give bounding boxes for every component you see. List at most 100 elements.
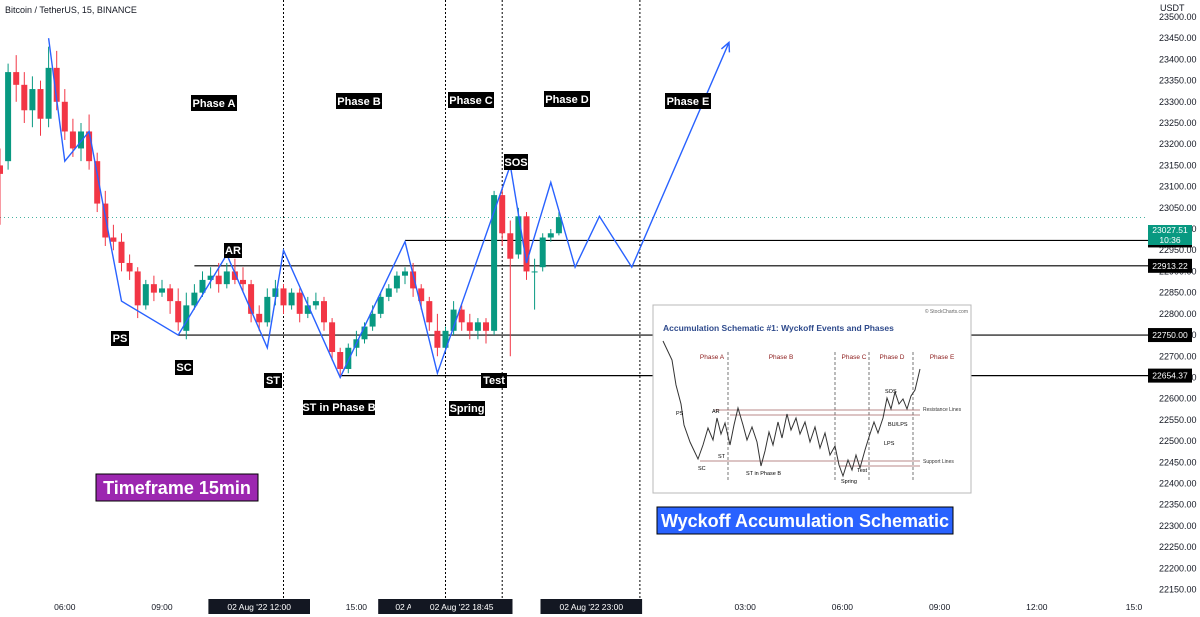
candle-body xyxy=(515,216,522,255)
candle-body xyxy=(345,347,352,369)
st-tag: ST xyxy=(264,373,282,388)
candle-body xyxy=(78,131,84,149)
phase-a-label: Phase A xyxy=(192,98,235,110)
candle-body xyxy=(207,275,214,280)
phase-c-tag: Phase C xyxy=(448,92,494,108)
candle-body xyxy=(37,89,44,119)
candle-body xyxy=(288,292,295,306)
inset-resistance-label: Resistance Lines xyxy=(923,407,962,413)
candle-body xyxy=(86,131,93,162)
inset-phase-a: Phase A xyxy=(700,354,725,361)
time-tick-label: 12:00 xyxy=(1026,602,1048,612)
price-tick-label: 23050.00 xyxy=(1159,203,1197,213)
candle-body xyxy=(29,89,36,111)
candle-body xyxy=(555,217,562,234)
candle-body xyxy=(434,330,441,348)
price-tick-label: 22250.00 xyxy=(1159,542,1197,552)
time-tick-highlight xyxy=(208,599,310,614)
candle-body xyxy=(523,216,530,272)
candle-body xyxy=(361,326,368,340)
level-price-label: 22913.22 xyxy=(1152,261,1188,271)
phase-d-label: Phase D xyxy=(545,94,588,106)
candle-body xyxy=(13,72,20,85)
countdown-value: 10:36 xyxy=(1159,235,1181,245)
candle-body xyxy=(385,288,392,297)
wyckoff-path-line xyxy=(47,38,730,380)
candle-body xyxy=(458,309,465,323)
candle-body xyxy=(410,271,417,289)
candle-body xyxy=(175,301,182,323)
inset-phase-d: Phase D xyxy=(880,354,905,361)
candle-body xyxy=(539,237,546,268)
ps-label: PS xyxy=(113,333,128,345)
candle-body xyxy=(256,313,263,323)
candle-body xyxy=(442,330,449,348)
candle-body xyxy=(296,292,303,314)
price-scale[interactable]: USDT 23500.00 23450.00 23400.00 23350.00 233… xyxy=(1159,3,1197,595)
candle-body xyxy=(183,305,190,331)
candle-body xyxy=(142,284,149,306)
candle-body xyxy=(402,271,408,276)
candle-body xyxy=(369,313,376,327)
symbol-title[interactable]: Bitcoin / TetherUS, 15, BINANCE xyxy=(5,5,137,15)
price-tick-label: 23100.00 xyxy=(1159,182,1197,192)
price-tick-label: 22800.00 xyxy=(1159,309,1197,319)
candle-body xyxy=(110,237,117,242)
phase-e-label: Phase E xyxy=(667,96,710,108)
inset-title: Accumulation Schematic #1: Wyckoff Event… xyxy=(663,323,894,333)
price-tick-label: 23350.00 xyxy=(1159,76,1197,86)
inset-support-label: Support Lines xyxy=(923,459,954,465)
candle-body xyxy=(94,161,101,204)
timeframe-badge: Timeframe 15min xyxy=(95,473,259,502)
price-tick-label: 23500.00 xyxy=(1159,12,1197,22)
candle-body xyxy=(118,241,125,263)
candle-body xyxy=(491,195,498,331)
candle-body xyxy=(337,352,344,369)
schematic-badge: Wyckoff Accumulation Schematic xyxy=(656,506,954,535)
st-in-phase-b-tag: ST in Phase B xyxy=(302,400,376,415)
price-tick-label: 22850.00 xyxy=(1159,288,1197,298)
inset-sos: SOS xyxy=(885,389,897,395)
candle-body xyxy=(531,271,538,273)
inset-bu-lps: BU/LPS xyxy=(888,422,908,428)
time-tick-highlight xyxy=(540,599,643,614)
candle-body xyxy=(248,284,255,314)
candle-body xyxy=(329,322,336,353)
time-tick-label: 15:0 xyxy=(1126,602,1143,612)
ar-tag: AR xyxy=(224,243,242,258)
ar-label: AR xyxy=(225,245,241,257)
candle-body xyxy=(377,296,384,314)
candle-body xyxy=(483,322,489,331)
inset-ar: AR xyxy=(712,409,720,415)
candle-body xyxy=(450,309,457,331)
phase-e-tag: Phase E xyxy=(665,93,711,109)
inset-sc: SC xyxy=(698,466,706,472)
candle-body xyxy=(61,101,68,132)
time-tick-label: 02 Aug '22 12:00 xyxy=(227,602,291,612)
candle-body xyxy=(215,275,222,285)
price-tick-label: 22950.00 xyxy=(1159,245,1197,255)
candle-body xyxy=(231,271,238,280)
candle-body xyxy=(466,322,473,331)
inset-ps: PS xyxy=(676,411,684,417)
price-tick-label: 22350.00 xyxy=(1159,500,1197,510)
price-tick-label: 23450.00 xyxy=(1159,33,1197,43)
time-axis[interactable]: 06:00 09:00 02 Aug '22 12:00 15:00 02 Aug '2… xyxy=(54,599,1143,614)
schematic-text: Wyckoff Accumulation Schematic xyxy=(661,511,949,531)
candle-body xyxy=(21,84,28,111)
price-tick-label: 23150.00 xyxy=(1159,160,1197,170)
candle-body xyxy=(0,165,3,174)
inset-lps: LPS xyxy=(884,441,895,447)
level-price-label: 22750.00 xyxy=(1152,330,1188,340)
time-tick-label: 03:00 xyxy=(735,602,757,612)
candlestick-series xyxy=(0,46,562,378)
price-tick-label: 23300.00 xyxy=(1159,97,1197,107)
phase-dividers xyxy=(283,0,641,598)
sc-label: SC xyxy=(176,362,191,374)
time-tick-label: 09:00 xyxy=(151,602,173,612)
inset-st-in-phase-b: ST in Phase B xyxy=(746,471,781,477)
price-tick-label: 22150.00 xyxy=(1159,585,1197,595)
inset-phase-c: Phase C xyxy=(842,354,867,361)
